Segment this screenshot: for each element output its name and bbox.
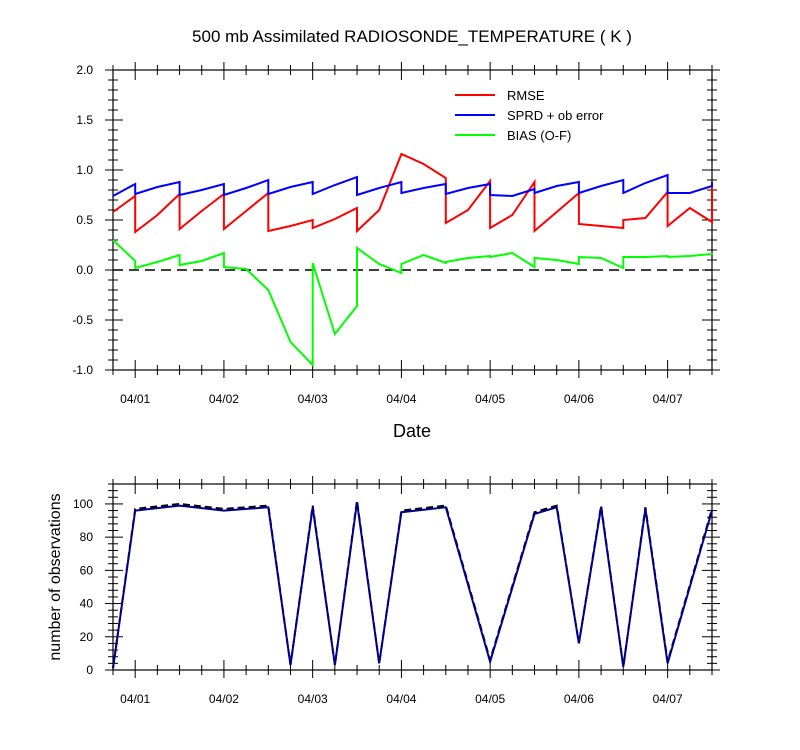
x-tick-label: 04/05	[475, 692, 505, 706]
y-tick-label: 0.0	[76, 263, 93, 277]
x-tick-label: 04/02	[209, 692, 239, 706]
y-tick-label: 2.0	[76, 63, 93, 77]
series-line-rmse	[112, 152, 713, 235]
x-tick-label: 04/01	[120, 392, 150, 406]
y-tick-label: 80	[80, 530, 94, 544]
x-tick-label: 04/03	[298, 392, 328, 406]
y-tick-label: 20	[80, 630, 94, 644]
y-tick-label: 1.5	[76, 113, 93, 127]
series-line-observations-used	[112, 502, 713, 669]
y-tick-label: 60	[80, 563, 94, 577]
y-tick-label: 1.0	[76, 163, 93, 177]
plot-top: 04/01 04/02 04/03 04/04 04/05 04/06 04/07 -1.0 -…	[72, 62, 720, 406]
x-tick-label: 04/01	[120, 692, 150, 706]
x-tick-label: 04/06	[564, 692, 594, 706]
x-tick-label: 04/05	[475, 392, 505, 406]
series-line-observations-possible	[112, 500, 713, 669]
series-line-bias-o-f	[112, 239, 713, 368]
legend-label: SPRD + ob error	[507, 108, 604, 123]
y-tick-label: 0.5	[76, 213, 93, 227]
y-tick-label: 0	[86, 663, 93, 677]
y-axis-title-observations: number of observations	[47, 493, 64, 660]
chart-title: 500 mb Assimilated RADIOSONDE_TEMPERATUR…	[192, 27, 632, 46]
y-tick-label: 100	[73, 497, 93, 511]
x-tick-label: 04/07	[653, 392, 683, 406]
plot-frame	[112, 69, 713, 371]
x-tick-label: 04/06	[564, 392, 594, 406]
x-tick-label: 04/02	[209, 392, 239, 406]
y-tick-label: -0.5	[72, 313, 93, 327]
x-tick-label: 04/03	[298, 692, 328, 706]
legend-label: RMSE	[507, 88, 545, 103]
x-axis-title: Date	[393, 421, 431, 441]
x-tick-label: 04/07	[653, 692, 683, 706]
legend-label: BIAS (O-F)	[507, 128, 571, 143]
x-tick-label: 04/04	[386, 692, 416, 706]
series-line-sprd-ob-error	[112, 173, 713, 198]
plot-bottom: 04/01 04/02 04/03 04/04 04/05 04/06 04/07 0 20 40…	[73, 476, 720, 706]
y-tick-label: -1.0	[72, 363, 93, 377]
x-tick-label: 04/04	[386, 392, 416, 406]
y-tick-label: 40	[80, 597, 94, 611]
